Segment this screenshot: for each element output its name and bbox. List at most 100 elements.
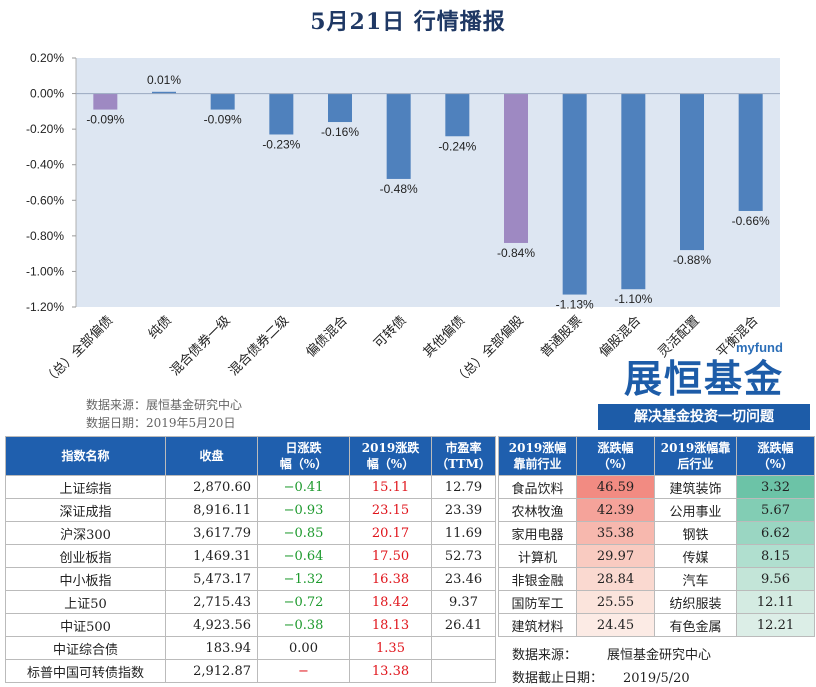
bottom-industry: 建筑装饰 [654,475,737,499]
category-label: 纯债 [146,313,175,342]
index-header-1: 收盘 [165,436,258,476]
index-name: 上证50 [5,590,166,614]
data-label: -1.13% [556,298,594,312]
index-day-change: −0.85 [257,521,350,545]
bar [504,93,528,243]
y-tick-label: 0.00% [30,87,64,101]
index-close: 2,715.43 [165,590,258,614]
data-label: -0.66% [732,214,770,228]
header-line: 市盈率 [445,441,482,455]
index-day-change: −0.38 [257,613,350,637]
top-industry: 食品饮料 [498,475,577,499]
footer-source-value: 展恒基金研究中心 [607,648,712,663]
index-ytd-change: 1.35 [349,636,432,660]
top-industry-change: 46.59 [576,475,655,499]
bottom-industry: 汽车 [654,567,737,591]
bar [93,93,118,110]
header-line: 日涨跌 [285,441,322,455]
index-day-change: −0.64 [257,544,350,568]
table-row: 上证50 2,715.43 −0.72 18.42 9.37 [5,590,496,614]
header-line: 2019涨幅靠 [660,441,731,455]
index-ytd-change: 13.38 [349,659,432,683]
header-line: 2019涨跌 [361,441,420,455]
index-day-change: 0.00 [257,636,350,660]
table-row: 国防军工 25.55 纺织服装 12.11 [498,590,815,614]
table-row: 创业板指 1,469.31 −0.64 17.50 52.73 [5,544,496,568]
table-row: 中小板指 5,473.17 −1.32 16.38 23.46 [5,567,496,591]
index-pe: 12.79 [431,475,496,499]
bar [445,93,470,137]
plot-area [76,58,780,307]
footer-date-label: 数据截止日期： [512,671,604,686]
category-label: 偏债混合 [303,313,350,360]
header-line: 涨跌幅 [757,441,794,455]
index-close: 3,617.79 [165,521,258,545]
table-row: 沪深300 3,617.79 −0.85 20.17 11.69 [5,521,496,545]
bar [680,93,704,251]
index-pe: 23.46 [431,567,496,591]
y-tick-label: 0.20% [30,51,64,65]
index-name: 创业板指 [5,544,166,568]
header-line: 靠前行业 [513,457,562,471]
table-row: 建筑材料 24.45 有色金属 12.21 [498,613,815,637]
bar [621,93,646,290]
index-name: 沪深300 [5,521,166,545]
y-tick-label: -0.20% [26,122,64,136]
index-ytd-change: 16.38 [349,567,432,591]
index-header-3: 2019涨跌 幅（%） [349,436,432,476]
brand-small: myfund [736,340,783,355]
index-header-4: 市盈率 （TTM） [431,436,496,476]
y-tick-label: -1.20% [26,300,64,314]
table-row: 家用电器 35.38 钢铁 6.62 [498,521,815,545]
index-ytd-change: 18.42 [349,590,432,614]
table-row: 中证综合债 183.94 0.00 1.35 [5,636,496,660]
table-row: 计算机 29.97 传媒 8.15 [498,544,815,568]
footer-source: 数据来源： 展恒基金研究中心 [512,644,711,663]
index-ytd-change: 17.50 [349,544,432,568]
bottom-industry: 有色金属 [654,613,737,637]
data-label: -0.48% [380,182,418,196]
bottom-industry: 纺织服装 [654,590,737,614]
index-pe: 26.41 [431,613,496,637]
header-line: 后行业 [677,457,714,471]
data-label: 0.01% [147,73,181,87]
bar [562,93,587,295]
table-row: 深证成指 8,916.11 −0.93 23.15 23.39 [5,498,496,522]
index-ytd-change: 23.15 [349,498,432,522]
data-label: -0.84% [497,246,535,260]
table-row: 上证综指 2,870.60 −0.41 15.11 12.79 [5,475,496,499]
industry-header-2: 2019涨幅靠 后行业 [654,436,737,476]
index-day-change: − [257,659,350,683]
footer-source-label: 数据来源： [512,648,578,663]
industry-header-0: 2019涨幅 靠前行业 [498,436,577,476]
y-tick-label: -0.80% [26,229,64,243]
brand-slogan: 解决基金投资一切问题 [598,404,810,430]
bottom-industry-change: 3.32 [736,475,815,499]
table-row: 中证500 4,923.56 −0.38 18.13 26.41 [5,613,496,637]
index-header-0: 指数名称 [5,436,166,476]
index-close: 8,916.11 [165,498,258,522]
page-title: 5月21日 行情播报 [310,9,506,35]
header-line: （%） [757,457,794,471]
source-note: 数据来源：展恒基金研究中心 [86,398,243,412]
index-pe: 23.39 [431,498,496,522]
data-label: -0.23% [262,137,300,151]
data-label: -1.10% [614,292,652,306]
index-ytd-change: 20.17 [349,521,432,545]
category-label: 灵活配置 [655,313,702,360]
index-name: 上证综指 [5,475,166,499]
bottom-industry-change: 8.15 [736,544,815,568]
bar [328,93,352,123]
header-line: 幅（%） [279,457,328,471]
index-header-2: 日涨跌幅（%） [257,436,350,476]
y-tick-label: -0.60% [26,193,64,207]
header-line: 收盘 [199,449,224,463]
top-industry: 计算机 [498,544,577,568]
index-close: 5,473.17 [165,567,258,591]
index-day-change: −0.72 [257,590,350,614]
top-industry: 国防军工 [498,590,577,614]
index-name: 中小板指 [5,567,166,591]
bottom-industry: 公用事业 [654,498,737,522]
bar [269,93,294,135]
index-pe: 52.73 [431,544,496,568]
